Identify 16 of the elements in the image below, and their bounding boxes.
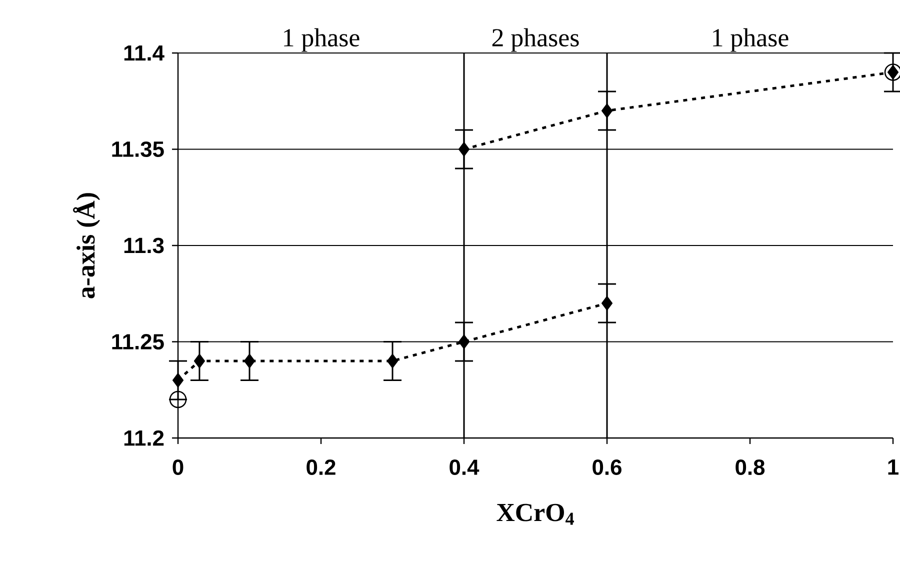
y-tick-label: 11.2 bbox=[124, 430, 164, 446]
x-tick-label: 0.6 bbox=[592, 459, 622, 476]
x-tick-label: 0.2 bbox=[306, 459, 336, 476]
x-tick-label: 1 bbox=[888, 460, 898, 475]
y-tick-label: 11.4 bbox=[124, 45, 164, 61]
text: 2 phases bbox=[492, 28, 579, 52]
y-tick-label: 11.3 bbox=[124, 238, 164, 254]
y-tick-label: 11.25 bbox=[112, 334, 164, 350]
y-tick-label: 11.35 bbox=[112, 141, 164, 158]
text: 1 phase bbox=[713, 28, 788, 52]
x-tick-label: 0.4 bbox=[450, 459, 480, 476]
text: 1 phase bbox=[284, 28, 360, 52]
x-tick-label: 0 bbox=[172, 459, 184, 476]
x-axis-title: XCrO$_{4}$ bbox=[496, 504, 574, 525]
y-axis-title: a-axis (Å) bbox=[73, 193, 100, 298]
x-tick-label: 0.8 bbox=[736, 459, 765, 476]
